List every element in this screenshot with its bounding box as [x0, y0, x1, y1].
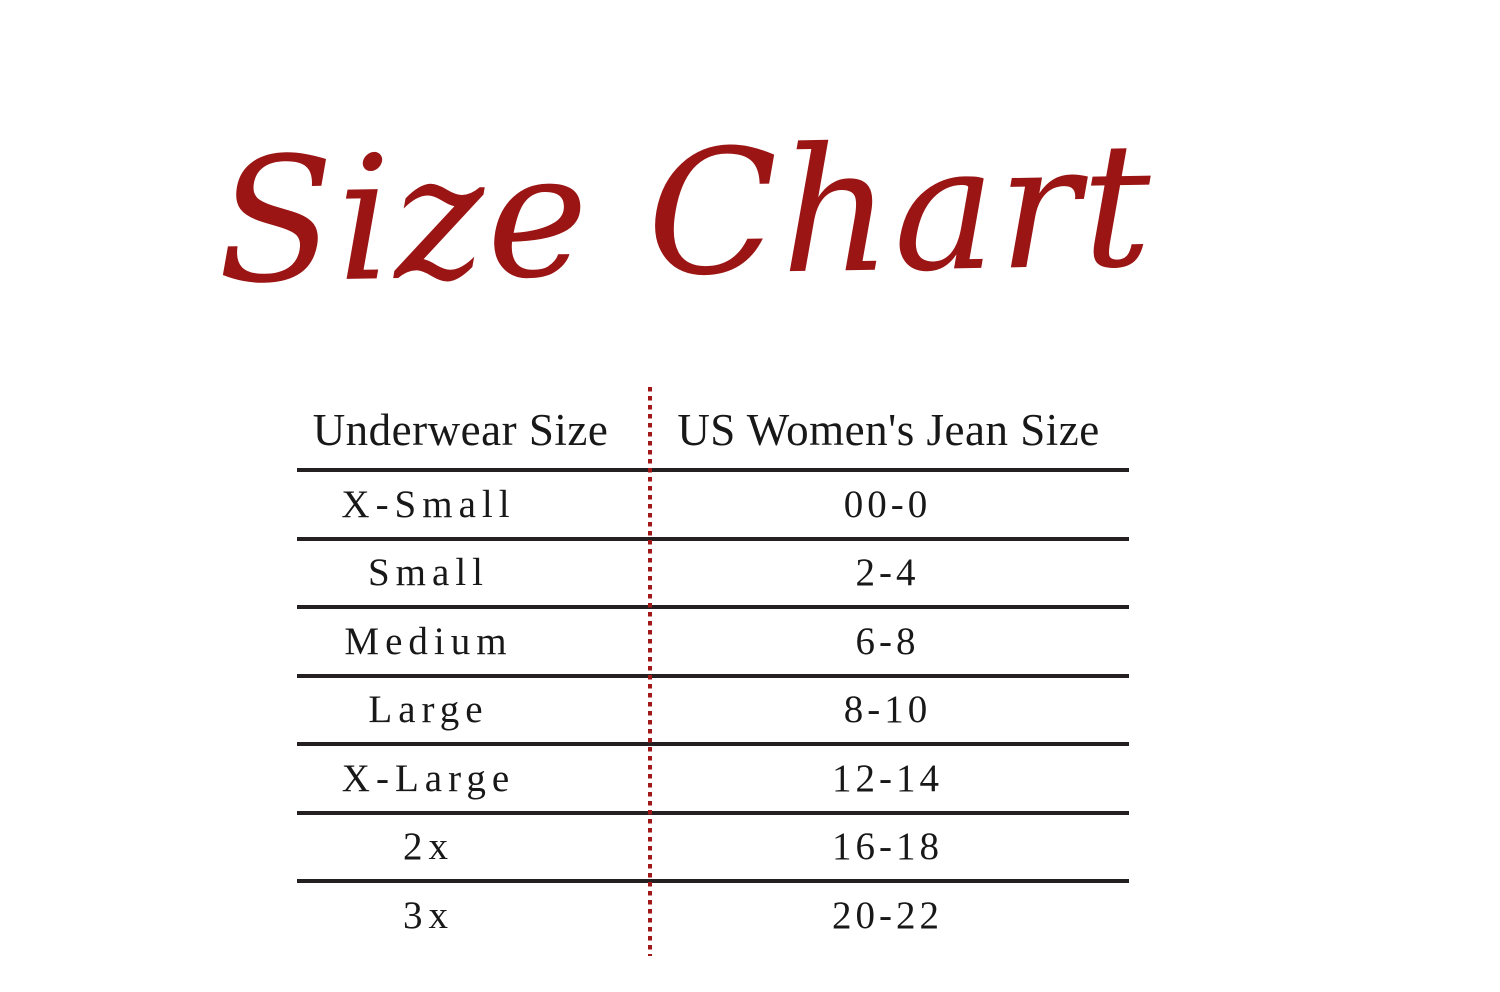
- size-table: Underwear Size US Women's Jean Size X-Sm…: [297, 392, 1129, 948]
- jean-size-value: 16-18: [832, 825, 943, 869]
- table-row: 2x 16-18: [297, 810, 1129, 880]
- table-row: X-Large 12-14: [297, 742, 1129, 811]
- underwear-size-value: X-Large: [341, 756, 516, 800]
- table-row: Large 8-10: [297, 673, 1129, 743]
- table-row: Medium 6-8: [297, 605, 1129, 674]
- jean-size-value: 2-4: [855, 551, 920, 595]
- underwear-size-value: Small: [367, 551, 489, 595]
- underwear-size-value: Medium: [344, 619, 513, 663]
- column-divider-dotted-line: [648, 387, 652, 956]
- table-row: 3x 20-22: [297, 879, 1129, 948]
- jean-size-value: 20-22: [832, 893, 943, 937]
- page-title: Size Chart: [215, 104, 1155, 322]
- jean-size-value: 6-8: [855, 619, 920, 663]
- underwear-size-value: X-Small: [341, 482, 516, 526]
- jean-size-value: 00-0: [843, 482, 932, 526]
- table-row: Small 2-4: [297, 536, 1129, 606]
- underwear-size-value: Large: [368, 688, 489, 732]
- jean-size-value: 12-14: [832, 756, 943, 800]
- jean-size-value: 8-10: [843, 688, 932, 732]
- column-header-underwear-size: Underwear Size: [312, 405, 609, 455]
- table-header-row: Underwear Size US Women's Jean Size: [297, 392, 1129, 468]
- underwear-size-value: 2x: [403, 825, 454, 869]
- table-row: X-Small 00-0: [297, 468, 1129, 537]
- underwear-size-value: 3x: [403, 893, 454, 937]
- column-header-jean-size: US Women's Jean Size: [677, 405, 1100, 455]
